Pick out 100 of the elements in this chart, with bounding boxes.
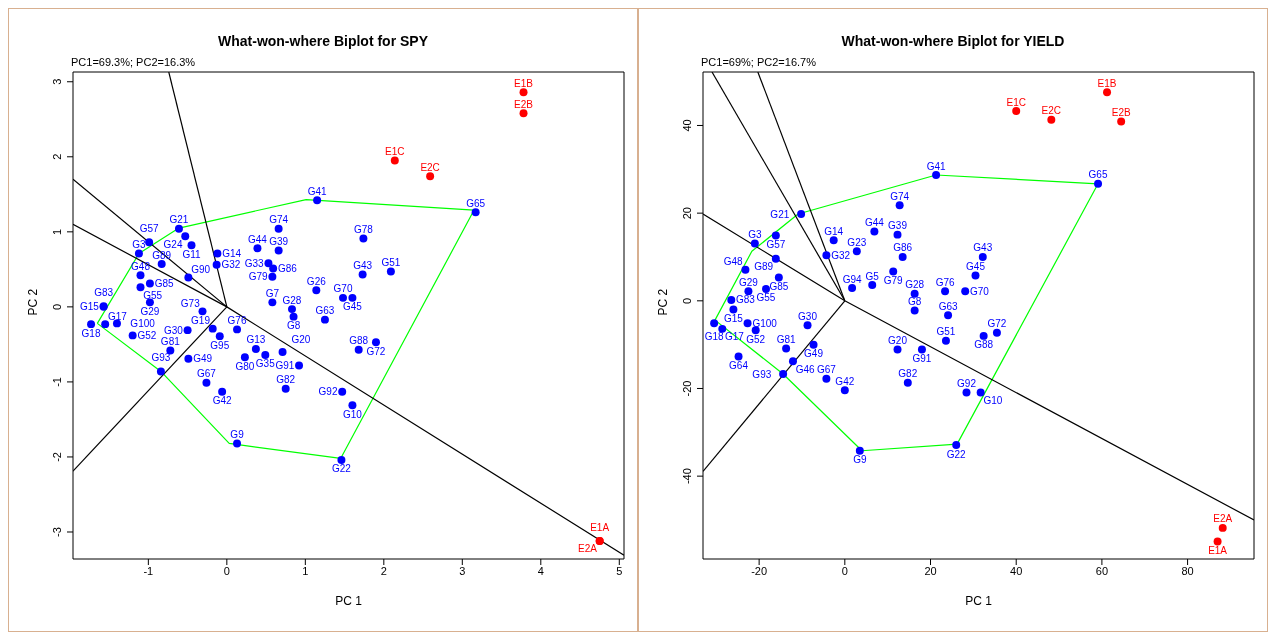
data-label: G32: [221, 259, 241, 271]
data-label: G73: [180, 297, 201, 309]
data-label: G85: [769, 281, 789, 293]
data-label: G20: [291, 334, 311, 346]
y-axis-title: PC 2: [26, 288, 41, 316]
data-label: G67: [196, 368, 217, 380]
data-label: G72: [366, 345, 386, 357]
data-label: E1C: [385, 146, 405, 158]
data-label: E1A: [590, 521, 610, 533]
data-label: G7: [265, 287, 280, 299]
text: PC1=69%; PC2=16.7%: [701, 56, 816, 68]
data-label: G15: [723, 313, 744, 325]
data-label: G70: [333, 283, 353, 295]
y-tick-label: 3: [51, 78, 63, 85]
data-label: G91: [912, 352, 932, 364]
data-label: G63: [938, 300, 958, 312]
data-label: G21: [770, 208, 790, 220]
data-label: G33: [244, 257, 265, 269]
data-label: G76: [935, 276, 955, 288]
data-label: G52: [137, 329, 157, 341]
chart-title: What-won-where Biplot for YIELD: [840, 33, 1066, 49]
data-label: E1A: [1208, 544, 1228, 556]
data-label: G91: [275, 359, 295, 371]
data-label: G79: [248, 271, 269, 283]
data-label: G100: [130, 317, 156, 329]
data-label: G55: [756, 292, 776, 304]
y-axis-title: PC 2: [656, 288, 671, 316]
data-label: G93: [752, 368, 772, 380]
data-label: G90: [191, 264, 211, 276]
data-label: G89: [754, 261, 774, 273]
data-label: G28: [905, 279, 925, 291]
x-axis-title: PC 1: [335, 594, 363, 608]
data-label: G92: [318, 386, 338, 398]
text: PC1=69.3%; PC2=16.3%: [71, 56, 196, 68]
x-tick-label: 2: [380, 564, 387, 577]
data-label: G67: [816, 364, 837, 376]
data-label: G9: [230, 428, 245, 440]
data-label: G93: [151, 352, 171, 364]
data-label: G51: [936, 326, 956, 338]
data-label: E2C: [1041, 105, 1062, 117]
data-label: G22: [946, 448, 967, 460]
y-tick-label: -3: [51, 527, 63, 537]
data-label: G83: [736, 294, 756, 306]
data-label: G22: [331, 463, 352, 475]
data-label: G41: [307, 185, 327, 197]
x-tick-label: 5: [616, 564, 623, 577]
y-tick-label: 2: [51, 153, 63, 160]
data-label: G88: [974, 339, 994, 351]
y-tick-label: -2: [51, 452, 63, 462]
data-label: G52: [746, 333, 766, 345]
x-tick-label: -20: [751, 564, 768, 577]
data-label: G81: [160, 335, 181, 347]
data-label: G65: [1088, 169, 1108, 181]
data-label: G44: [864, 217, 885, 229]
data-label: G51: [381, 257, 401, 269]
data-label: G48: [131, 260, 151, 272]
data-label: G65: [466, 197, 486, 209]
x-tick-label: 60: [1095, 564, 1109, 577]
data-label: G72: [987, 318, 1007, 330]
data-label: E1B: [514, 77, 534, 89]
data-label: G74: [890, 190, 910, 202]
data-label: G86: [277, 263, 298, 275]
y-tick-label: -1: [51, 377, 63, 387]
data-label: G45: [342, 301, 363, 313]
data-label: E2B: [1111, 107, 1131, 119]
data-label: G35: [255, 358, 276, 370]
data-label: G82: [276, 374, 296, 386]
data-label: G18: [704, 331, 725, 343]
data-label: G79: [883, 274, 904, 286]
data-label: G19: [191, 315, 211, 327]
data-label: E2C: [420, 161, 440, 173]
data-label: E1C: [1006, 96, 1026, 108]
x-tick-label: 80: [1181, 564, 1194, 577]
data-label: G29: [140, 305, 160, 317]
data-label: G82: [898, 368, 918, 380]
data-label: G44: [248, 233, 268, 245]
data-label: E1B: [1097, 77, 1117, 89]
data-label: G10: [983, 394, 1003, 406]
data-label: G24: [163, 238, 183, 250]
data-label: G57: [766, 239, 786, 250]
y-tick-label: 40: [681, 119, 693, 132]
y-tick-label: 0: [681, 297, 693, 304]
y-tick-label: -40: [681, 468, 693, 485]
data-label: G76: [227, 314, 247, 326]
data-label: G49: [193, 353, 213, 365]
data-label: G80: [235, 360, 255, 372]
data-label: G8: [286, 320, 301, 332]
data-label: G18: [81, 327, 101, 339]
data-label: G5: [865, 270, 880, 282]
x-tick-label: 3: [459, 564, 466, 577]
x-tick-label: 0: [223, 564, 230, 577]
data-label: G48: [723, 256, 744, 268]
data-label: G9: [853, 454, 867, 466]
data-label: G3: [132, 239, 147, 251]
data-label: G14: [824, 225, 844, 237]
data-label: G11: [182, 248, 202, 260]
data-label: G8: [907, 295, 922, 307]
data-label: G92: [957, 377, 977, 389]
x-tick-label: -1: [143, 564, 154, 577]
chart-title: What-won-where Biplot for SPY: [217, 33, 429, 49]
